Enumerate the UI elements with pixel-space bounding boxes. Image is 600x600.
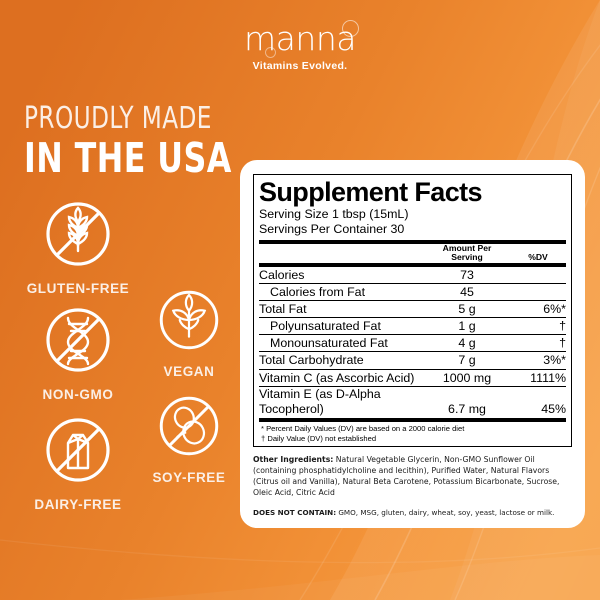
- badge-label: SOY-FREE: [152, 470, 226, 485]
- table-rule: [259, 368, 566, 370]
- row-name-line2: Tocopherol): [259, 402, 324, 417]
- table-rule: [259, 351, 566, 353]
- row-name: Calories: [259, 267, 305, 282]
- table-row: Vitamin C (as Ascorbic Acid) 1000 mg 111…: [259, 370, 566, 387]
- row-amount: 7 g: [458, 353, 476, 368]
- table-row-continued: Tocopherol) 6.7 mg 45%: [259, 402, 566, 420]
- header-spacer: [259, 244, 424, 265]
- table-row: Total Fat 5 g 6%*: [259, 301, 566, 318]
- row-amount: 1000 mg: [442, 370, 492, 385]
- row-name-line1: Vitamin E (as D-Alpha: [259, 386, 381, 401]
- row-name: Total Fat: [259, 302, 307, 317]
- wheat-crossed-icon: [46, 202, 110, 266]
- row-amount: 45: [460, 284, 474, 299]
- servings-per-container: Servings Per Container 30: [259, 221, 405, 236]
- header-amount-per-serving: Amount Per Serving: [424, 242, 510, 265]
- header-amount-line1: Amount Per: [442, 242, 492, 253]
- header-amount-line2: Serving: [451, 252, 483, 263]
- milk-carton-crossed-icon: [46, 418, 110, 482]
- row-dv: [510, 284, 566, 301]
- brand-name: manna: [244, 19, 356, 58]
- footnotes: * Percent Daily Values (DV) are based on…: [259, 422, 566, 444]
- other-ingredients: Other Ingredients: Natural Vegetable Gly…: [253, 455, 572, 499]
- badge-label: NON-GMO: [42, 387, 114, 402]
- row-amount: 73: [460, 267, 474, 282]
- row-name: Monounsaturated Fat: [270, 336, 388, 351]
- table-header-row: Amount Per Serving %DV: [259, 242, 566, 265]
- headline-line-1: PROUDLY MADE: [24, 101, 212, 136]
- badge-vegan: VEGAN: [128, 283, 250, 379]
- supplement-facts-panel: Supplement Facts Serving Size 1 tbsp (15…: [240, 160, 585, 528]
- row-amount: 4 g: [458, 336, 476, 351]
- page-title: PROUDLY MADE IN THE USA: [24, 104, 266, 179]
- badge-dairy-free: DAIRY-FREE: [12, 410, 144, 512]
- soybean-crossed-icon: [159, 396, 219, 456]
- serving-size: Serving Size 1 tbsp (15mL): [259, 207, 409, 222]
- badge-label: DAIRY-FREE: [34, 497, 122, 512]
- badge-non-gmo: NON-GMO: [12, 300, 144, 402]
- table-rule: [259, 334, 566, 336]
- table-row: Monounsaturated Fat 4 g †: [259, 335, 566, 352]
- row-dv-spacer: [510, 387, 566, 403]
- badge-soy-free: SOY-FREE: [128, 389, 250, 485]
- badge-gluten-free: GLUTEN-FREE: [12, 194, 144, 296]
- does-not-contain: DOES NOT CONTAIN: GMO, MSG, gluten, dair…: [253, 508, 572, 518]
- row-dv: 6%*: [543, 302, 566, 317]
- row-amount: 5 g: [458, 302, 476, 317]
- table-rule: [259, 283, 566, 284]
- row-dv: [510, 267, 566, 284]
- row-dv: †: [559, 336, 566, 351]
- certification-badges: GLUTEN-FREE NON-GMO DAIRY-FREE: [0, 190, 250, 550]
- logo-circle-accent-small-icon: [265, 47, 277, 58]
- row-name: Total Carbohydrate: [259, 353, 364, 368]
- table-row: Calories from Fat 45: [259, 284, 566, 301]
- brand-logo: manna: [244, 19, 359, 58]
- does-not-contain-text: GMO, MSG, gluten, dairy, wheat, soy, yea…: [336, 507, 555, 517]
- row-dv: †: [559, 319, 566, 334]
- badge-label: VEGAN: [163, 364, 215, 379]
- table-row: Total Carbohydrate 7 g 3%*: [259, 352, 566, 369]
- table-row: Polyunsaturated Fat 1 g †: [259, 318, 566, 335]
- supplement-facts-box: Supplement Facts Serving Size 1 tbsp (15…: [253, 174, 572, 448]
- headline-line-2: IN THE USA: [24, 134, 232, 182]
- row-amount-spacer: [424, 387, 510, 403]
- footnote-not-established: † Daily Value (DV) not established: [261, 433, 377, 443]
- brand-header: manna Vitamins Evolved.: [0, 19, 600, 72]
- nutrition-table: Amount Per Serving %DV Calories 73 Calor…: [259, 239, 566, 424]
- header-dv: %DV: [528, 252, 548, 263]
- table-row: Vitamin E (as D-Alpha: [259, 387, 566, 403]
- does-not-contain-label: DOES NOT CONTAIN:: [253, 507, 337, 517]
- other-ingredients-label: Other Ingredients:: [253, 455, 334, 465]
- table-rule: [259, 385, 566, 387]
- logo-circle-accent-icon: [341, 20, 359, 37]
- dna-crossed-icon: [46, 308, 110, 372]
- row-dv: 45%: [541, 402, 566, 417]
- row-amount: 6.7 mg: [448, 402, 486, 417]
- badge-label: GLUTEN-FREE: [26, 281, 130, 296]
- table-row: Calories 73: [259, 267, 566, 284]
- row-amount: 1 g: [458, 319, 476, 334]
- leaf-plant-icon: [159, 290, 219, 350]
- row-name: Vitamin C (as Ascorbic Acid): [259, 370, 415, 385]
- supplement-facts-title: Supplement Facts: [259, 177, 483, 207]
- table-rule: [259, 317, 566, 319]
- footnote-daily-values: * Percent Daily Values (DV) are based on…: [261, 423, 465, 433]
- row-dv: 1111%: [530, 370, 566, 385]
- row-dv: 3%*: [543, 353, 566, 368]
- table-rule: [259, 300, 566, 302]
- row-name: Polyunsaturated Fat: [270, 319, 381, 334]
- brand-tagline: Vitamins Evolved.: [252, 60, 348, 72]
- row-name: Calories from Fat: [270, 284, 366, 299]
- other-ingredients-text: Natural Vegetable Glycerin, Non-GMO Sunf…: [253, 455, 560, 497]
